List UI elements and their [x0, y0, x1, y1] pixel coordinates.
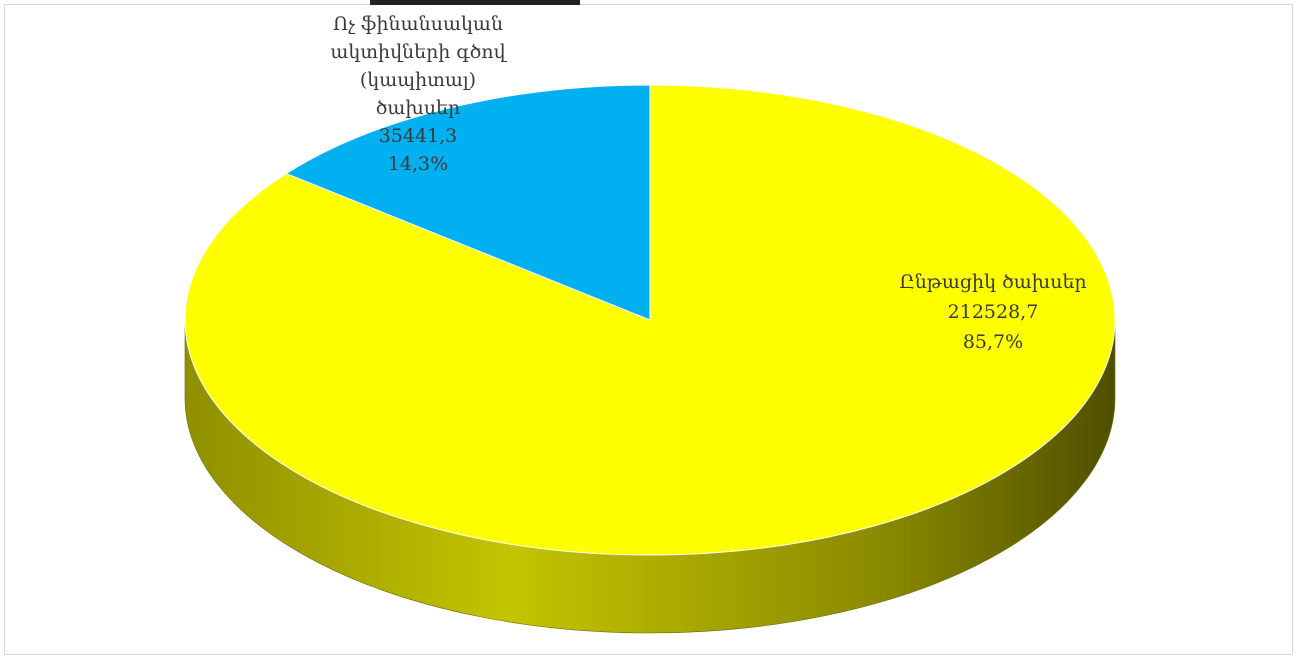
slice-label-capital-expenses-line-6: 14,3%	[388, 153, 448, 175]
cropped-header-strip	[370, 0, 580, 5]
slice-label-capital-expenses-line-2: ակտիվների գծով	[330, 41, 507, 63]
pie-labels: Ոչ ֆինանսական ակտիվների գծով (կապիտալ) ծախս…	[330, 13, 1086, 353]
slice-label-current-expenses-line-3: 85,7%	[963, 331, 1023, 353]
chart-frame	[4, 4, 1293, 655]
slice-label-current-expenses-line-1: Ընթացիկ ծախսեր	[899, 271, 1086, 293]
slice-label-capital-expenses-line-1: Ոչ ֆինանսական	[333, 13, 503, 35]
slice-label-capital-expenses: Ոչ ֆինանսական ակտիվների գծով (կապիտալ) ծախս…	[330, 13, 507, 175]
pie-top-slices	[184, 84, 1116, 556]
slice-label-capital-expenses-line-5: 35441,3	[379, 125, 458, 147]
slice-label-current-expenses: Ընթացիկ ծախսեր 212528,7 85,7%	[899, 271, 1086, 353]
pie-slice-capital-expenses	[285, 84, 651, 321]
slice-label-capital-expenses-line-3: (կապիտալ)	[360, 69, 476, 91]
slice-label-capital-expenses-line-4: ծախսեր	[376, 97, 461, 119]
slice-label-current-expenses-line-2: 212528,7	[948, 301, 1039, 323]
